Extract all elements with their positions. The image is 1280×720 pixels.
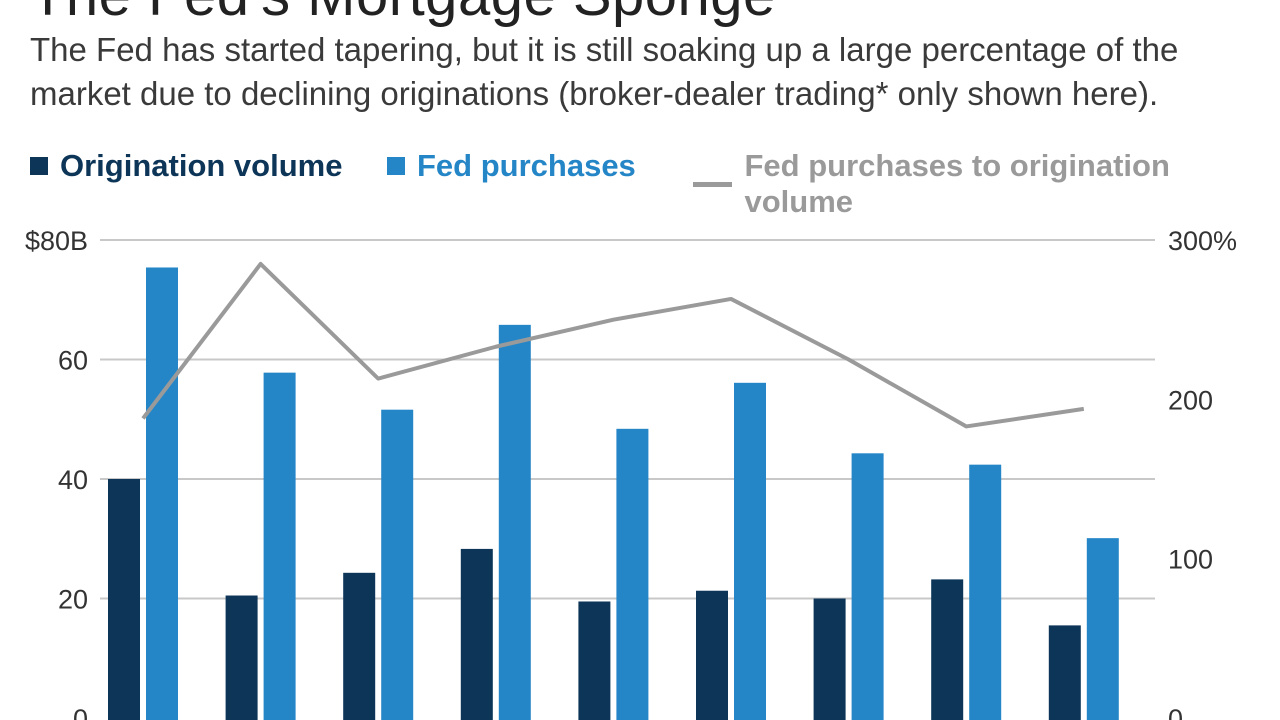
bar-fed-purchases-1: [263, 372, 296, 720]
legend-label-ratio: Fed purchases to origination volume: [744, 148, 1170, 219]
legend-item-origination: Origination volume: [30, 148, 342, 184]
left-tick-label-3: 60: [58, 346, 88, 376]
right-tick-label-1: 100: [1168, 545, 1213, 575]
bar-origination-1: [225, 595, 258, 720]
bar-origination-5: [696, 590, 728, 720]
left-tick-label-2: 40: [58, 465, 88, 495]
right-tick-label-0: 0: [1168, 704, 1183, 720]
bar-origination-2: [343, 572, 376, 720]
legend-swatch-origination: [30, 157, 48, 175]
legend-item-ratio: Fed purchases to origination volume: [693, 148, 1280, 220]
bar-origination-0: [108, 479, 140, 720]
bar-origination-8: [1048, 625, 1081, 720]
legend-item-fed-purchases: Fed purchases: [387, 148, 636, 184]
legend: Origination volume Fed purchases Fed pur…: [0, 148, 1280, 219]
legend-label-fed-purchases: Fed purchases: [417, 148, 636, 183]
left-tick-label-1: 20: [58, 585, 88, 615]
bar-fed-purchases-8: [1086, 538, 1119, 720]
bar-origination-4: [578, 601, 611, 720]
bar-fed-purchases-6: [851, 453, 884, 720]
right-tick-label-3: 300%: [1168, 226, 1237, 256]
chart-subtitle: The Fed has started tapering, but it is …: [30, 31, 1179, 112]
bar-fed-purchases-2: [381, 409, 414, 720]
legend-swatch-ratio: [693, 181, 733, 187]
left-tick-label-4: $80B: [25, 226, 88, 256]
bar-fed-purchases-7: [969, 464, 1002, 720]
bar-origination-7: [931, 579, 964, 720]
bar-origination-6: [813, 598, 846, 720]
legend-swatch-fed-purchases: [387, 157, 405, 175]
bar-origination-3: [460, 548, 493, 720]
left-tick-label-0: 0: [73, 704, 88, 720]
bar-fed-purchases-5: [734, 382, 766, 720]
bar-fed-purchases-3: [498, 324, 531, 720]
chart-title: The Fed's Mortgage Sponge: [30, 0, 776, 29]
legend-label-origination: Origination volume: [60, 148, 343, 183]
bar-fed-purchases-0: [146, 267, 178, 720]
bar-fed-purchases-4: [616, 428, 649, 720]
right-tick-label-2: 200: [1168, 385, 1213, 415]
